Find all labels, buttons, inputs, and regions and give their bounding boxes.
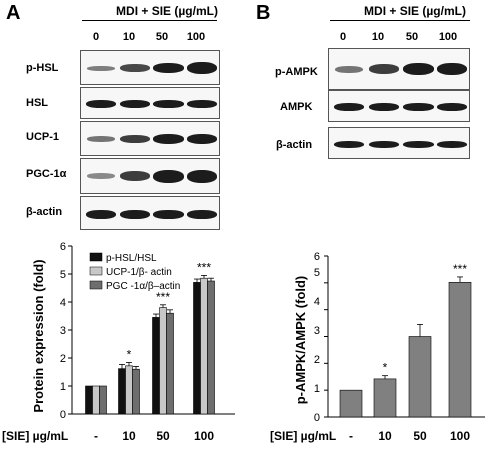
blot-label-hsl: HSL (26, 97, 48, 109)
chart-a-bar-p-hsl-hsl-100 (193, 282, 201, 415)
chart-a-significance-marker: *** (197, 260, 211, 274)
chart-a-xcat-label: 10 (122, 429, 136, 443)
blot-label-ampk: AMPK (280, 101, 313, 113)
blot-p-hsl (80, 50, 220, 85)
panel-a-dose-0: 0 (92, 31, 100, 43)
chart-b-bar-value-10 (373, 378, 397, 418)
chart-b: p-AMPK/AMPK (fold) 0 1 2 3 4 5 6 **** [S… (270, 251, 485, 443)
chart-b-bar-value-50 (408, 336, 432, 418)
chart-a-yticks: 0 1 2 3 4 5 6 (60, 241, 66, 421)
chart-a-ytick: 5 (60, 269, 66, 281)
chart-b-ytick: 5 (314, 267, 320, 279)
chart-b-ytick: 1 (314, 383, 320, 395)
chart-b-xcat-label: 100 (450, 429, 470, 443)
chart-a-bar-p-hsl-hsl- (85, 385, 93, 415)
chart-b-bar-value- (339, 389, 363, 418)
chart-b-ytick: 6 (314, 251, 320, 263)
blot-label-ucp1: UCP-1 (26, 131, 60, 143)
legend-swatch-p-hsl (89, 252, 103, 262)
chart-b-xcat-label: 10 (378, 429, 392, 443)
panel-b-letter: B (256, 2, 271, 24)
chart-a-bar-p-hsl-hsl-50 (152, 317, 160, 415)
chart-a-bar-pgc-1-actin- (99, 385, 107, 415)
chart-b-xcat-label: 50 (413, 429, 427, 443)
chart-a-ytick: 0 (60, 409, 66, 421)
chart-b-ytick: 0 (314, 412, 320, 424)
chart-a-xcat-label: 50 (156, 429, 170, 443)
chart-b-significance-marker: *** (453, 262, 467, 276)
blot-label-p-hsl: p-HSL (26, 62, 59, 74)
chart-a-ytick: 3 (60, 325, 66, 337)
chart-a-bar-ucp-1-actin-100 (200, 277, 208, 415)
panel-a-letter: A (6, 2, 21, 24)
chart-a-ytick: 6 (60, 241, 66, 253)
chart-a-bar-pgc-1-actin-10 (132, 368, 140, 415)
chart-b-yticks: 0 1 2 3 4 5 6 (314, 251, 320, 424)
blot-p-ampk (328, 48, 470, 90)
blot-ampk (328, 90, 470, 122)
panel-b-treatment-label: MDI + SIE (µg/mL) (364, 4, 466, 18)
chart-a-bar-pgc-1-actin-100 (207, 280, 215, 415)
panel-b-dose-50: 50 (405, 31, 419, 43)
chart-b-ylabel: p-AMPK/AMPK (fold) (293, 276, 308, 405)
chart-b-ytick: 2 (314, 354, 320, 366)
chart-a-significance-marker: *** (156, 290, 170, 304)
chart-a-legend: p-HSL/HSL UCP-1/β- actin PGC -1α/β–actin (89, 252, 180, 292)
legend-swatch-ucp1 (89, 266, 103, 276)
blot-label-beta-actin-a: β-actin (26, 206, 63, 218)
chart-b-ytick: 3 (314, 325, 320, 337)
panel-a-treatment-label: MDI + SIE (µg/mL) (116, 4, 218, 18)
panel-a-header-underline (82, 20, 217, 21)
chart-b-significance-marker: * (383, 361, 388, 375)
chart-b-xlabel: [SIE] µg/mL (270, 429, 336, 443)
chart-a-significance-marker: * (127, 347, 132, 361)
chart-a-xlabel: [SIE] µg/mL (2, 429, 68, 443)
chart-a-xcat-label: - (94, 429, 98, 443)
panel-b-header-underline (330, 20, 470, 21)
chart-a-bar-ucp-1-actin- (92, 385, 100, 415)
panel-b-dose-100: 100 (438, 31, 458, 43)
panel-b-dose-10: 10 (371, 31, 385, 43)
chart-b-ytick: 4 (314, 296, 320, 308)
legend-label-p-hsl: p-HSL/HSL (106, 253, 157, 264)
panel-b-dose-0: 0 (339, 31, 347, 43)
chart-a-bar-ucp-1-actin-50 (159, 307, 167, 415)
chart-a-ytick: 4 (60, 297, 66, 309)
blot-label-pgc1a: PGC-1α (26, 168, 67, 180)
legend-swatch-pgc1a (89, 280, 103, 290)
blot-hsl (80, 87, 220, 119)
panel-a-dose-10: 10 (122, 31, 136, 43)
chart-a-ylabel: Protein expression (fold) (31, 259, 46, 412)
legend-label-pgc1a: PGC -1α/β–actin (106, 281, 180, 292)
chart-a-ytick: 2 (60, 353, 66, 365)
legend-label-ucp1: UCP-1/β- actin (106, 267, 172, 278)
blot-pgc1a (80, 158, 220, 194)
blot-beta-actin-a (80, 196, 220, 230)
chart-a-bar-p-hsl-hsl-10 (118, 368, 126, 415)
chart-b-bar-value-100 (448, 281, 472, 418)
chart-a-ytick: 1 (60, 381, 66, 393)
blot-label-p-ampk: p-AMPK (275, 66, 318, 78)
panel-a-dose-50: 50 (155, 31, 169, 43)
chart-a-bar-ucp-1-actin-10 (125, 365, 133, 415)
chart-a: Protein expression (fold) 0 1 2 3 4 5 6 … (2, 241, 235, 443)
chart-a-xcat-label: 100 (194, 429, 214, 443)
panel-a-dose-100: 100 (186, 31, 206, 43)
blot-label-beta-actin-b: β-actin (276, 139, 313, 151)
blot-ucp1 (80, 121, 220, 156)
chart-a-bar-pgc-1-actin-50 (166, 312, 174, 415)
chart-b-xcat-label: - (349, 429, 353, 443)
blot-beta-actin-b (328, 127, 470, 159)
